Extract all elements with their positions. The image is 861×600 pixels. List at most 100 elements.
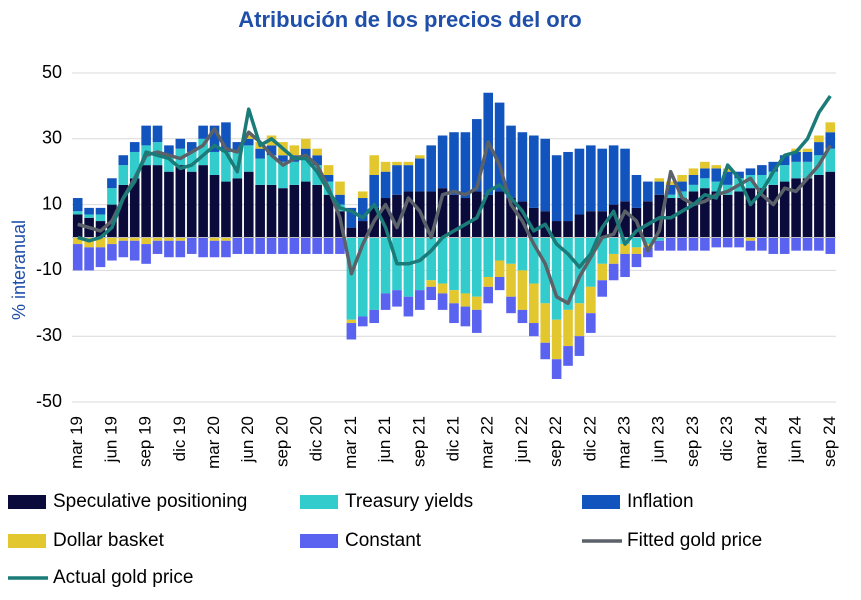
x-tick-label: sep 24 bbox=[820, 416, 839, 467]
bar-segment bbox=[597, 148, 608, 212]
bar-segment bbox=[289, 145, 300, 156]
y-tick-label: 50 bbox=[42, 62, 62, 82]
bar-segment bbox=[95, 247, 106, 268]
bar-segment bbox=[460, 132, 471, 199]
bar-segment bbox=[802, 161, 813, 179]
bar-segment bbox=[141, 165, 151, 238]
bar-segment bbox=[357, 191, 368, 199]
bar-segment bbox=[221, 240, 231, 258]
bar-segment bbox=[563, 237, 573, 310]
bar-segment bbox=[654, 237, 665, 241]
bar-segment bbox=[472, 119, 482, 192]
bar-segment bbox=[118, 240, 129, 258]
bar-segment bbox=[198, 125, 208, 139]
bar-segment bbox=[392, 161, 402, 166]
bar-segment bbox=[72, 198, 83, 212]
bar-segment bbox=[255, 237, 265, 254]
bar-segment bbox=[529, 237, 539, 284]
bar-segment bbox=[529, 283, 539, 324]
bar-segment bbox=[95, 207, 106, 215]
bar-segment bbox=[346, 237, 357, 320]
bar-segment bbox=[814, 142, 824, 156]
bar-segment bbox=[631, 237, 642, 248]
bar-segment bbox=[209, 237, 220, 241]
bar-segment bbox=[175, 237, 186, 241]
bar-segment bbox=[597, 237, 608, 264]
bar-segment bbox=[802, 151, 813, 162]
bar-segment bbox=[494, 276, 505, 291]
bar-segment bbox=[665, 237, 676, 251]
bar-segment bbox=[95, 214, 106, 222]
bar-segment bbox=[323, 174, 334, 182]
x-tick-label: dic 21 bbox=[443, 416, 462, 461]
bar-segment bbox=[152, 165, 163, 238]
bar-segment bbox=[312, 184, 322, 238]
bar-segment bbox=[643, 244, 653, 248]
bar-segment bbox=[825, 132, 836, 149]
bar-segment bbox=[814, 174, 824, 238]
bar-segment bbox=[107, 244, 117, 261]
bar-segment bbox=[506, 263, 516, 297]
bar-segment bbox=[734, 191, 744, 238]
bar-segment bbox=[608, 204, 619, 238]
x-tick-label: sep 19 bbox=[136, 416, 155, 467]
bar-segment bbox=[164, 155, 174, 172]
bar-segment bbox=[574, 237, 585, 304]
bar-segment bbox=[665, 181, 676, 185]
x-tick-label: jun 22 bbox=[512, 416, 531, 463]
bar-segment bbox=[517, 237, 528, 271]
bar-segment bbox=[472, 309, 482, 333]
bar-segment bbox=[186, 151, 197, 172]
bar-segment bbox=[84, 247, 94, 271]
bar-segment bbox=[529, 323, 539, 337]
bar-segment bbox=[335, 237, 345, 254]
bar-segment bbox=[300, 181, 311, 238]
bar-segment bbox=[654, 240, 665, 251]
legend-label: Actual gold price bbox=[53, 567, 193, 588]
bar-segment bbox=[654, 181, 665, 195]
bar-segment bbox=[72, 244, 83, 271]
bar-segment bbox=[415, 155, 425, 159]
bar-segment bbox=[734, 237, 744, 248]
bar-segment bbox=[392, 290, 402, 307]
bar-segment bbox=[278, 161, 288, 189]
bar-segment bbox=[209, 151, 220, 175]
bar-segment bbox=[175, 240, 186, 258]
bar-segment bbox=[221, 151, 231, 182]
bar-segment bbox=[152, 237, 163, 241]
bar-segment bbox=[711, 191, 722, 238]
bar-segment bbox=[472, 296, 482, 310]
bar-segment bbox=[586, 145, 596, 212]
bar-segment bbox=[677, 198, 687, 238]
bar-segment bbox=[175, 165, 186, 238]
bar-segment bbox=[415, 237, 425, 291]
bar-segment bbox=[631, 253, 642, 268]
bar-segment bbox=[129, 142, 140, 152]
bar-segment bbox=[472, 237, 482, 297]
bar-segment bbox=[243, 138, 254, 146]
bar-segment bbox=[688, 191, 699, 238]
bar-segment bbox=[449, 194, 459, 238]
bar-segment bbox=[768, 184, 779, 238]
legend-label: Constant bbox=[345, 530, 422, 551]
bar-segment bbox=[586, 211, 596, 238]
x-tick-label: mar 20 bbox=[204, 416, 223, 469]
legend-swatch bbox=[8, 534, 46, 548]
bar-segment bbox=[586, 286, 596, 314]
bar-segment bbox=[186, 237, 197, 254]
bar-segment bbox=[734, 171, 744, 179]
y-axis-label: % interanual bbox=[9, 220, 29, 320]
bar-segment bbox=[357, 221, 368, 238]
bar-segment bbox=[369, 174, 379, 208]
bar-segment bbox=[688, 168, 699, 175]
bar-segment bbox=[209, 174, 220, 238]
bar-segment bbox=[243, 237, 254, 254]
bar-segment bbox=[688, 174, 699, 185]
bar-segment bbox=[779, 165, 790, 182]
legend-label: Dollar basket bbox=[53, 530, 165, 551]
bar-segment bbox=[483, 194, 493, 238]
bar-segment bbox=[825, 237, 836, 254]
bar-segment bbox=[688, 237, 699, 251]
bar-segment bbox=[563, 346, 573, 366]
